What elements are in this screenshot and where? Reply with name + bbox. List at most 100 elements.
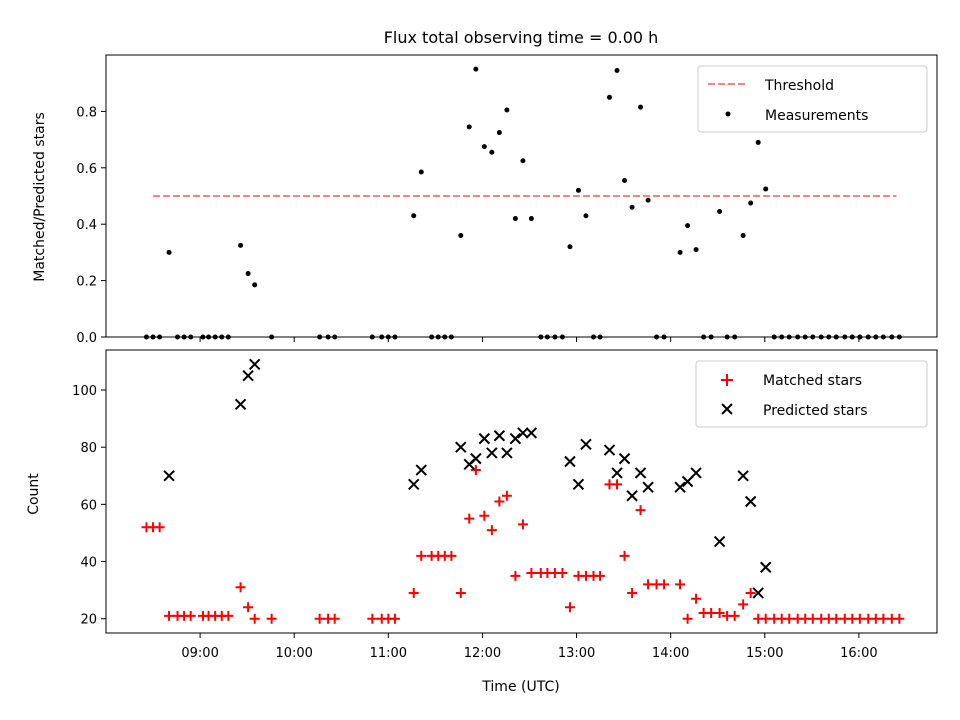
bottom-panel: 20 40 60 80 100 09:00 10:00 11:00 12:00 13:00 14:0… (72, 349, 938, 661)
measurement-point (833, 334, 839, 340)
x-tick-label: 10:00 (275, 646, 312, 661)
measurement-point (590, 334, 596, 340)
measurement-point (763, 186, 769, 192)
measurement-point (325, 334, 331, 340)
measurement-point (379, 334, 385, 340)
predicted-star-point (234, 398, 247, 411)
predicted-star-point (580, 438, 592, 451)
measurement-point (552, 334, 558, 340)
matched-star-point (470, 465, 481, 476)
measurement-point (645, 197, 651, 203)
measurement-point (873, 334, 879, 340)
bottom-legend-box (695, 360, 928, 428)
matched-star-point (760, 613, 771, 624)
legend-predicted-swatch (721, 403, 733, 415)
legend-predicted-label: Predicted stars (763, 403, 868, 419)
predicted-star-point (493, 430, 506, 442)
measurement-point (538, 334, 544, 340)
matched-star-point (526, 567, 537, 578)
matched-star-point (729, 610, 740, 621)
measurement-point (504, 107, 510, 113)
matched-star-point (266, 613, 277, 624)
measurement-point (708, 334, 714, 340)
measurement-point (181, 334, 187, 340)
measurement-point (810, 334, 816, 340)
predicted-star-point (611, 467, 623, 479)
matched-star-point (745, 587, 756, 598)
matched-star-point (389, 613, 400, 624)
matched-star-point (706, 607, 717, 618)
matched-star-point (464, 513, 475, 524)
measurement-point (597, 334, 603, 340)
predicted-star-point (760, 561, 772, 573)
measurement-point (435, 334, 441, 340)
top-legend: Threshold Measurements (697, 65, 928, 133)
measurement-point (896, 334, 902, 340)
measurement-point (219, 334, 225, 340)
bottom-legend: Matched stars Predicted stars (695, 360, 928, 428)
chart-title: Flux total observing time = 0.00 h (384, 28, 659, 47)
legend-measurements-swatch (725, 111, 731, 117)
matched-star-point (494, 496, 505, 507)
matched-star-point (314, 613, 325, 624)
y-tick-label: 100 (72, 384, 97, 399)
matched-star-point (479, 510, 490, 521)
matched-star-point (682, 613, 693, 624)
matched-star-point (510, 570, 521, 581)
measurement-point (606, 94, 612, 100)
x-axis-label: Time (UTC) (481, 679, 559, 695)
predicted-star-point (674, 481, 686, 493)
matched-star-point (455, 587, 466, 598)
matched-star-point (894, 613, 905, 624)
matched-star-point (416, 550, 427, 561)
measurement-point (748, 200, 754, 206)
predicted-star-point (618, 452, 631, 465)
matched-star-point (619, 550, 630, 561)
measurement-point (225, 334, 231, 340)
predicted-star-point (478, 432, 491, 445)
measurement-point (392, 334, 398, 340)
measurement-point (701, 334, 707, 340)
y-tick-label: 80 (80, 441, 97, 456)
measurement-point (857, 334, 863, 340)
measurement-point (143, 334, 149, 340)
predicted-star-point (470, 452, 482, 465)
legend-matched-label: Matched stars (763, 373, 862, 389)
measurement-point (429, 334, 435, 340)
matched-star-point (243, 602, 254, 613)
measurement-point (528, 216, 534, 222)
measurement-point (638, 104, 644, 110)
bottom-y-axis-label: Count (26, 473, 42, 515)
measurement-point (826, 334, 832, 340)
legend-threshold-label: Threshold (764, 78, 834, 94)
matched-star-point (659, 579, 670, 590)
predicted-star-point (517, 427, 529, 439)
measurement-point (442, 334, 448, 340)
y-tick-label: 0.2 (76, 275, 97, 290)
bottom-axes-frame (105, 349, 938, 634)
measurement-point (880, 334, 886, 340)
measurement-point (842, 334, 848, 340)
matched-star-point (223, 610, 234, 621)
matched-star-point (329, 613, 340, 624)
x-tick-label: 13:00 (558, 646, 595, 661)
measurement-point (889, 334, 895, 340)
measurement-point (802, 334, 808, 340)
measurement-point (622, 177, 628, 183)
measurement-point (317, 334, 323, 340)
predicted-star-point (163, 470, 175, 482)
measurement-point (166, 249, 172, 255)
measurement-point (150, 334, 156, 340)
x-tick-label: 09:00 (181, 646, 218, 661)
x-tick-label: 16:00 (840, 646, 877, 661)
matched-star-point (635, 505, 646, 516)
predicted-star-point (248, 358, 261, 371)
x-tick-label: 15:00 (746, 646, 783, 661)
predicted-star-point (572, 478, 585, 491)
predicted-star-point (690, 467, 702, 479)
measurement-point (448, 334, 454, 340)
measurement-point (496, 130, 502, 136)
measurement-point (724, 334, 730, 340)
measurement-point (629, 204, 635, 210)
matched-star-point (784, 613, 795, 624)
